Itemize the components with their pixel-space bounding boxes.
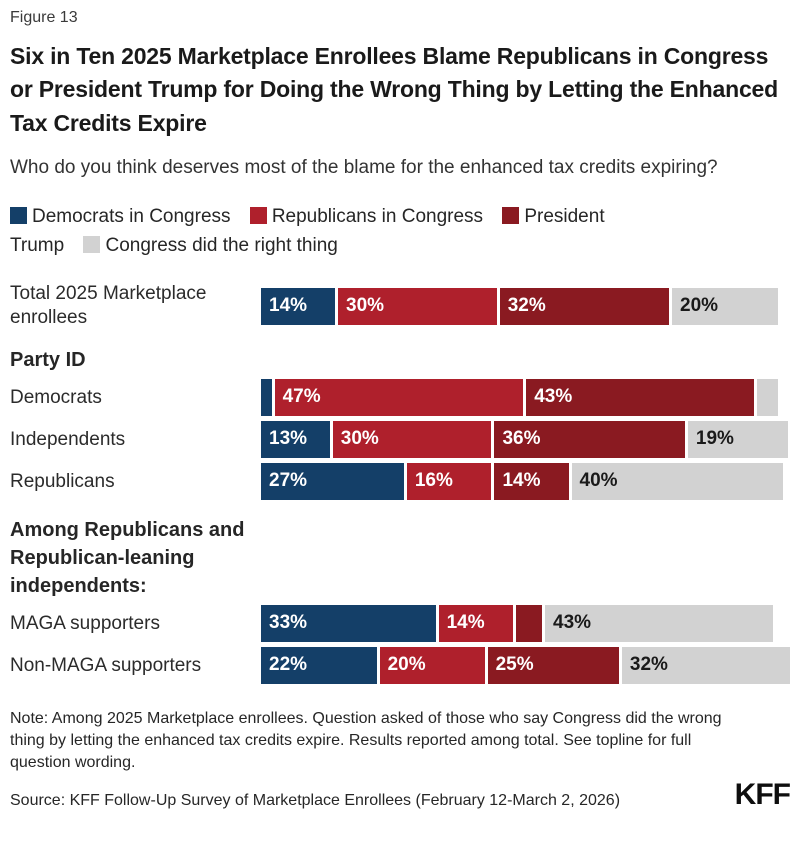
- bar-segment-republicans: 20%: [379, 646, 485, 684]
- bar-row: MAGA supporters 33% 14% 43%: [10, 604, 790, 642]
- bar-segment-republicans: 30%: [338, 287, 497, 325]
- legend-swatch-republicans-icon: [249, 206, 267, 224]
- bar-value-label: 13%: [269, 428, 308, 450]
- bar-segment-right_thing: 43%: [545, 604, 773, 642]
- bar-segment-democrats: 14%: [261, 287, 336, 325]
- bar-value-label: 30%: [340, 428, 379, 450]
- bar-segment-trump: 32%: [499, 287, 669, 325]
- bar-value-label: 47%: [282, 386, 321, 408]
- bar-segment-republicans: 47%: [274, 378, 524, 416]
- legend-swatch-trump-icon: [502, 206, 520, 224]
- chart-title: Six in Ten 2025 Marketplace Enrollees Bl…: [10, 43, 778, 136]
- bar-segment-democrats: 33%: [261, 604, 436, 642]
- bar-segment-republicans: 16%: [406, 462, 492, 500]
- bar-segment-democrats: 22%: [261, 646, 377, 684]
- bar-track: 47% 43%: [261, 378, 790, 416]
- legend-label-republicans: Republicans in Congress: [271, 205, 484, 227]
- legend-label-democrats: Democrats in Congress: [32, 205, 231, 227]
- stacked-bar-chart: Total 2025 Marketplace enrollees 14% 30% 32…: [10, 282, 790, 684]
- bar-value-label: 16%: [414, 470, 453, 492]
- bar-value-label: 33%: [269, 612, 308, 634]
- bar-segment-right_thing: 19%: [687, 420, 789, 458]
- legend-item-trump: President Trump: [10, 206, 605, 256]
- chart-note: Note: Among 2025 Marketplace enrollees. …: [10, 709, 722, 772]
- bar-track: 13% 30% 36% 19%: [261, 420, 790, 458]
- bar-segment-right_thing: 32%: [621, 646, 790, 684]
- bar-segment-trump: 36%: [494, 420, 685, 458]
- chart-source: Source: KFF Follow-Up Survey of Marketpl…: [10, 792, 621, 810]
- bar-value-label: 20%: [387, 654, 426, 676]
- chart-footer: Source: KFF Follow-Up Survey of Marketpl…: [10, 778, 791, 812]
- bar-segment-trump: 25%: [487, 646, 619, 684]
- bar-row: Democrats 47% 43%: [10, 378, 790, 416]
- bar-value-label: 43%: [553, 612, 592, 634]
- bar-segment-right_thing: 20%: [672, 287, 778, 325]
- bar-segment-democrats: 13%: [261, 420, 330, 458]
- bar-value-label: 25%: [495, 654, 534, 676]
- legend-item-right-thing: Congress did the right thing: [83, 235, 338, 257]
- bar-segment-democrats: 27%: [261, 462, 404, 500]
- bar-value-label: 22%: [269, 654, 308, 676]
- bar-segment-right_thing: [756, 378, 778, 416]
- section-header: Party ID: [10, 348, 86, 371]
- legend-label-right-thing: Congress did the right thing: [105, 235, 338, 257]
- bar-segment-right_thing: 40%: [571, 462, 784, 500]
- bar-row: Non-MAGA supporters 22% 20% 25% 32%: [10, 646, 790, 684]
- row-category-label: MAGA supporters: [10, 612, 160, 634]
- bar-value-label: 27%: [269, 470, 308, 492]
- legend-label-trump: President Trump: [10, 205, 605, 257]
- bar-track: 22% 20% 25% 32%: [261, 646, 790, 684]
- bar-row: Republicans 27% 16% 14% 40%: [10, 462, 790, 500]
- bar-segment-republicans: 30%: [332, 420, 492, 458]
- bar-segment-trump: 14%: [494, 462, 569, 500]
- legend-swatch-right-thing-icon: [83, 236, 101, 254]
- section-header: Among Republicans and Republican-leaning…: [10, 518, 245, 597]
- bar-value-label: 19%: [695, 428, 734, 450]
- bar-track: 14% 30% 32% 20%: [261, 287, 790, 325]
- bar-value-label: 43%: [534, 386, 573, 408]
- row-category-label: Total 2025 Marketplace enrollees: [10, 283, 207, 329]
- bar-value-label: 32%: [629, 654, 668, 676]
- bar-value-label: 20%: [680, 295, 719, 317]
- figure-page: Figure 13 Six in Ten 2025 Marketplace En…: [10, 9, 791, 812]
- legend-item-democrats: Democrats in Congress: [10, 206, 231, 227]
- bar-value-label: 40%: [579, 470, 618, 492]
- bar-row: Total 2025 Marketplace enrollees 14% 30% 32…: [10, 282, 790, 330]
- bar-value-label: 30%: [346, 295, 385, 317]
- bar-segment-republicans: 14%: [438, 604, 513, 642]
- bar-value-label: 36%: [502, 428, 541, 450]
- legend-swatch-democrats-icon: [10, 206, 27, 224]
- bar-value-label: 14%: [502, 470, 541, 492]
- bar-row: Independents 13% 30% 36% 19%: [10, 420, 790, 458]
- bar-track: 33% 14% 43%: [261, 604, 790, 642]
- row-category-label: Independents: [10, 428, 126, 450]
- bar-segment-democrats: [261, 378, 272, 416]
- chart-legend: Democrats in Congress Republicans in Con…: [10, 202, 610, 261]
- bar-segment-trump: [515, 604, 543, 642]
- chart-subtitle: Who do you think deserves most of the bl…: [10, 157, 718, 179]
- bar-value-label: 14%: [269, 295, 308, 317]
- kff-logo: KFF: [734, 778, 791, 812]
- bar-value-label: 32%: [507, 295, 546, 317]
- bar-segment-trump: 43%: [526, 378, 754, 416]
- bar-track: 27% 16% 14% 40%: [261, 462, 790, 500]
- legend-item-republicans: Republicans in Congress: [249, 205, 484, 227]
- row-category-label: Democrats: [10, 386, 102, 408]
- row-category-label: Non-MAGA supporters: [10, 654, 202, 676]
- bar-value-label: 14%: [446, 612, 485, 634]
- figure-label: Figure 13: [10, 9, 78, 26]
- row-category-label: Republicans: [10, 470, 115, 492]
